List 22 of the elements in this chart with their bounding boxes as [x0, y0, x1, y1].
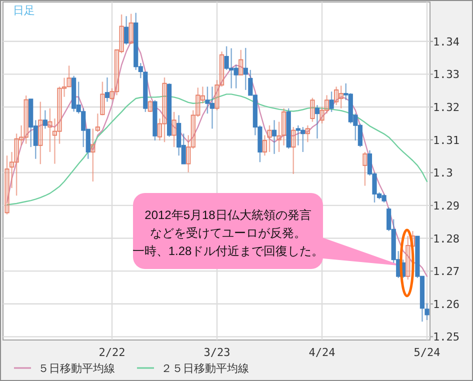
x-tick-label: 4/24: [308, 346, 336, 359]
y-tick-label: 1.29: [433, 199, 460, 212]
annotation: などを受けてユーロが反発。: [150, 226, 306, 240]
y-tick-label: 1.3: [433, 166, 453, 180]
annotation: 一時、1.28ドル付近まで回復した。: [132, 244, 324, 258]
legend-label: ２５日移動平均線: [161, 363, 249, 375]
x-tick-label: 5/24: [414, 346, 441, 359]
legend-label: ５日移動平均線: [38, 363, 115, 375]
annotation: 2012年5月18日仏大統領の発言: [144, 208, 312, 222]
y-tick-label: 1.31: [433, 134, 460, 147]
y-tick-label: 1.34: [433, 35, 460, 48]
y-tick-label: 1.32: [433, 101, 460, 114]
y-tick-label: 1.33: [433, 68, 460, 82]
y-tick-label: 1.28: [433, 232, 460, 246]
line-series: [6, 94, 428, 206]
annotation: 日足: [13, 5, 35, 17]
x-tick-label: 3/23: [204, 346, 230, 359]
x-tick-label: 2/22: [98, 346, 126, 359]
y-tick-label: 1.25: [433, 330, 460, 344]
candlestick: [148, 100, 152, 113]
y-tick-label: 1.26: [433, 298, 460, 311]
y-tick-label: 1.27: [433, 265, 460, 278]
